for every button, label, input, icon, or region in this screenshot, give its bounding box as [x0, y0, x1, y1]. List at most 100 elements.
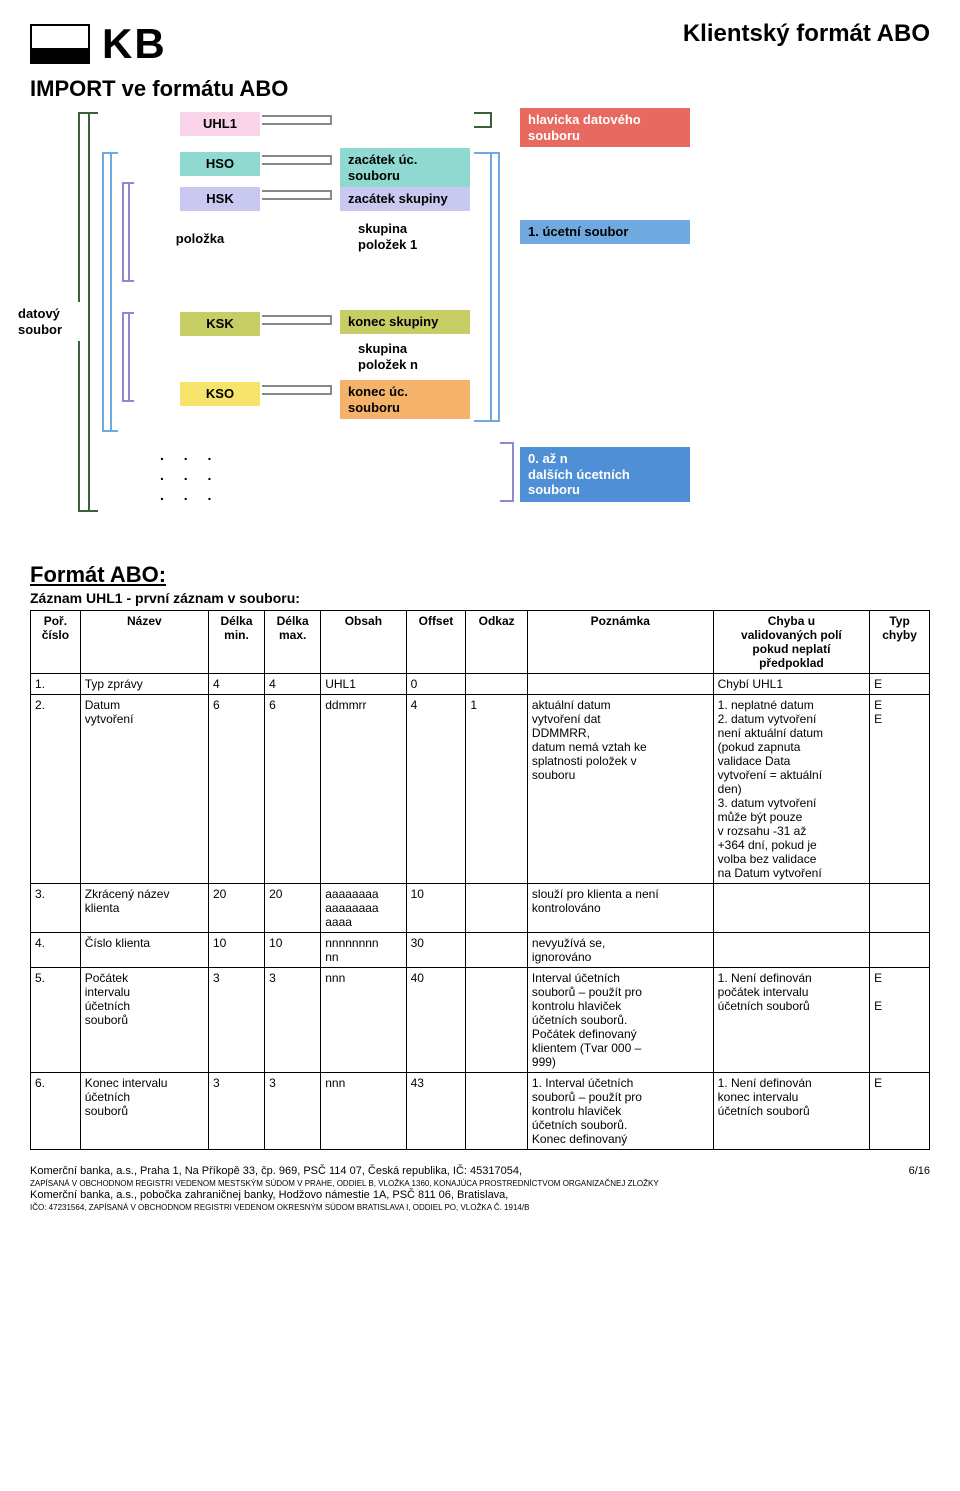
- table-cell: 4: [208, 674, 264, 695]
- table-row: 5.Počátek intervalu účetních souborů33nn…: [31, 968, 930, 1073]
- table-cell: [466, 933, 528, 968]
- dots-2: . . .: [160, 467, 219, 483]
- box-kso: KSO: [180, 382, 260, 406]
- box-dalsi: 0. až n dalších úcetních souboru: [520, 447, 690, 502]
- table-cell: 3.: [31, 884, 81, 933]
- table-cell: 3: [265, 968, 321, 1073]
- rb-1: [474, 112, 492, 128]
- table-header-cell: Typ chyby: [870, 611, 930, 674]
- table-body: 1.Typ zprávy44UHL10Chybí UHL1E2.Datum vy…: [31, 674, 930, 1150]
- box-ksk: KSK: [180, 312, 260, 336]
- bracket-in-2: [128, 182, 134, 282]
- table-cell: ddmmrr: [321, 695, 406, 884]
- box-zacatek-sk: zacátek skupiny: [340, 187, 470, 211]
- table-cell: 5.: [31, 968, 81, 1073]
- table-cell: [466, 884, 528, 933]
- table-header-cell: Poznámka: [527, 611, 713, 674]
- table-cell: 6: [265, 695, 321, 884]
- table-row: 4.Číslo klienta1010nnnnnnnn nn30nevyužív…: [31, 933, 930, 968]
- dots-3: . . .: [160, 487, 219, 503]
- footer-line-1: Komerční banka, a.s., Praha 1, Na Příkop…: [30, 1164, 930, 1179]
- abo-heading: Formát ABO:: [30, 562, 930, 588]
- table-header-cell: Obsah: [321, 611, 406, 674]
- table-cell: 3: [265, 1073, 321, 1150]
- table-cell: E: [870, 674, 930, 695]
- bracket-in-4: [128, 312, 134, 402]
- table-cell: 30: [406, 933, 466, 968]
- table-head: Poř. čísloNázevDélka min.Délka max.Obsah…: [31, 611, 930, 674]
- table-cell: 10: [406, 884, 466, 933]
- box-hso: HSO: [180, 152, 260, 176]
- box-uhl1: UHL1: [180, 112, 260, 136]
- footer: 6/16 Komerční banka, a.s., Praha 1, Na P…: [30, 1164, 930, 1213]
- page-number: 6/16: [909, 1164, 930, 1179]
- table-cell: [713, 884, 870, 933]
- table-cell: [466, 1073, 528, 1150]
- table-cell: 0: [406, 674, 466, 695]
- table-cell: Zkrácený název klienta: [80, 884, 208, 933]
- table-cell: [527, 674, 713, 695]
- table-cell: 6: [208, 695, 264, 884]
- table-header-cell: Poř. číslo: [31, 611, 81, 674]
- box-hsk: HSK: [180, 187, 260, 211]
- table-cell: [870, 884, 930, 933]
- rb-3: [488, 152, 500, 422]
- table-cell: 20: [208, 884, 264, 933]
- connector-4: [262, 315, 332, 325]
- header: KB Klientský formát ABO: [30, 20, 930, 68]
- table-header-cell: Délka max.: [265, 611, 321, 674]
- page-title: Klientský formát ABO: [683, 20, 930, 48]
- table-cell: E E: [870, 968, 930, 1073]
- table-cell: 4: [406, 695, 466, 884]
- table-cell: Datum vytvoření: [80, 695, 208, 884]
- table-row: 3.Zkrácený název klienta2020aaaaaaaa aaa…: [31, 884, 930, 933]
- table-cell: 43: [406, 1073, 466, 1150]
- table-cell: 10: [208, 933, 264, 968]
- abo-subheading: Záznam UHL1 - první záznam v souboru:: [30, 590, 930, 606]
- box-konec-sk: konec skupiny: [340, 310, 470, 334]
- box-ucetni1: 1. úcetní soubor: [520, 220, 690, 244]
- table-cell: 1. Není definován konec intervalu účetní…: [713, 1073, 870, 1150]
- table-header-cell: Odkaz: [466, 611, 528, 674]
- table-cell: UHL1: [321, 674, 406, 695]
- table-cell: nnn: [321, 968, 406, 1073]
- box-skupina1: skupina položek 1: [350, 217, 460, 256]
- table-cell: 1: [466, 695, 528, 884]
- table-cell: 4: [265, 674, 321, 695]
- table-header-cell: Chyba u validovaných polí pokud neplatí …: [713, 611, 870, 674]
- logo-icon: [30, 24, 90, 64]
- abo-table: Poř. čísloNázevDélka min.Délka max.Obsah…: [30, 610, 930, 1150]
- structure-diagram: datový soubor UHL1 HSO HSK položka KSK K…: [30, 112, 930, 542]
- table-cell: E E: [870, 695, 930, 884]
- connector-2: [262, 155, 332, 165]
- dots-1: . . .: [160, 447, 219, 463]
- table-cell: 1. Není definován počátek intervalu účet…: [713, 968, 870, 1073]
- table-cell: [466, 968, 528, 1073]
- table-cell: Chybí UHL1: [713, 674, 870, 695]
- table-cell: Počátek intervalu účetních souborů: [80, 968, 208, 1073]
- table-cell: 2.: [31, 695, 81, 884]
- table-cell: [870, 933, 930, 968]
- table-cell: 20: [265, 884, 321, 933]
- table-cell: 40: [406, 968, 466, 1073]
- logo-area: KB: [30, 20, 167, 68]
- connector-5: [262, 385, 332, 395]
- table-cell: slouží pro klienta a není kontrolováno: [527, 884, 713, 933]
- table-cell: aaaaaaaa aaaaaaaa aaaa: [321, 884, 406, 933]
- table-cell: Číslo klienta: [80, 933, 208, 968]
- rb-4: [500, 442, 514, 502]
- table-cell: 4.: [31, 933, 81, 968]
- table-header-cell: Offset: [406, 611, 466, 674]
- table-row: 2.Datum vytvoření66ddmmrr41aktuální datu…: [31, 695, 930, 884]
- box-polozka: položka: [160, 227, 240, 251]
- table-cell: Typ zprávy: [80, 674, 208, 695]
- table-cell: nnnnnnnn nn: [321, 933, 406, 968]
- box-zacatek-uc: zacátek úc. souboru: [340, 148, 470, 187]
- bracket-outer-2: [88, 112, 98, 512]
- table-cell: E: [870, 1073, 930, 1150]
- table-cell: [713, 933, 870, 968]
- logo-text: KB: [102, 20, 167, 68]
- table-cell: 6.: [31, 1073, 81, 1150]
- table-cell: 1.: [31, 674, 81, 695]
- connector-3: [262, 190, 332, 200]
